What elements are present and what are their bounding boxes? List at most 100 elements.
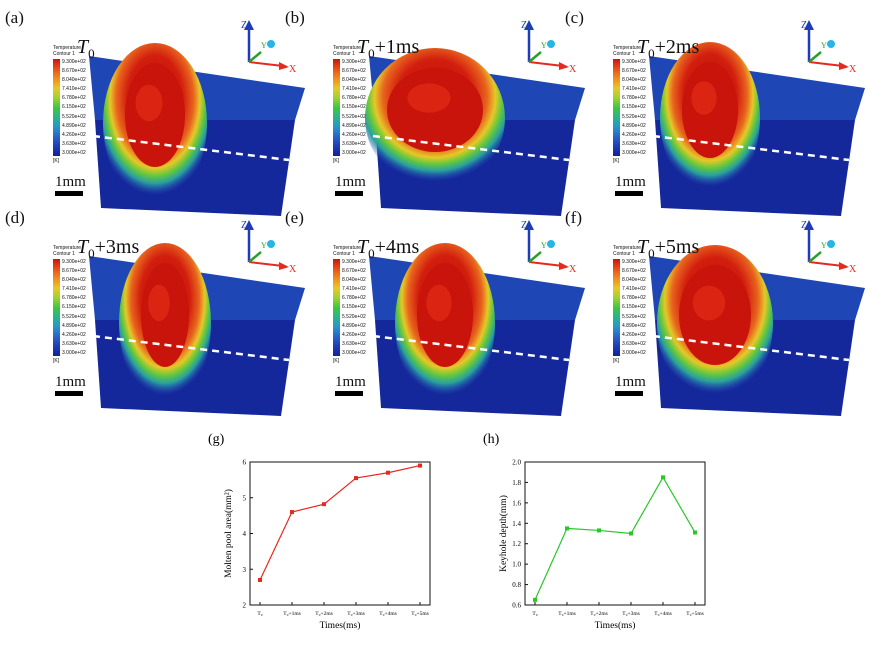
data-point — [629, 531, 633, 536]
legend-tick: 8.670e+02 — [62, 68, 86, 75]
time-label: T0+2ms — [637, 36, 700, 61]
legend-tick: 4.890e+02 — [342, 122, 366, 129]
legend-tick: 8.040e+02 — [342, 77, 366, 84]
temperature-block — [89, 243, 305, 416]
legend-tick: 6.150e+02 — [622, 304, 646, 311]
scale-bar: 1mm — [615, 374, 646, 396]
svg-text:X: X — [289, 64, 297, 74]
legend-tick: 3.630e+02 — [342, 140, 366, 147]
legend-tick: 9.300e+02 — [622, 59, 646, 65]
scale-bar: 1mm — [55, 374, 86, 396]
legend-tick: 7.410e+02 — [342, 286, 366, 293]
panel-label: (c) — [565, 8, 584, 27]
axes-triad-icon: Z Y X — [801, 220, 857, 274]
y-axis-label: Molten pool area(mm²) — [223, 489, 234, 578]
data-point — [354, 476, 358, 481]
simulation-panel: (e) T0+4ms Temperature Contour 1 9.300e+… — [285, 208, 585, 418]
plot-frame — [249, 461, 431, 606]
legend-tick: 3.000e+02 — [342, 149, 366, 156]
legend-tick: 4.890e+02 — [342, 322, 366, 329]
axes-triad-icon: Z Y X — [241, 220, 297, 274]
legend-tick: 4.260e+02 — [342, 131, 366, 138]
temperature-legend: Temperature Contour 1 9.300e+02 8.670e+02… — [53, 245, 86, 364]
legend-tick: 8.040e+02 — [622, 77, 646, 84]
legend-tick: 6.150e+02 — [342, 104, 366, 111]
svg-text:Y: Y — [541, 41, 547, 50]
data-point — [693, 530, 697, 535]
legend-tick: 7.410e+02 — [62, 286, 86, 293]
legend-tick: 9.300e+02 — [62, 259, 86, 265]
legend-tick: 8.040e+02 — [622, 277, 646, 284]
legend-tick: 4.890e+02 — [62, 322, 86, 329]
x-tick-label: T₀ — [257, 611, 262, 617]
scale-label: 1mm — [335, 374, 366, 390]
legend-tick: 6.780e+02 — [622, 95, 646, 102]
series-line — [259, 464, 421, 581]
y-tick-label: 6 — [243, 459, 247, 467]
temperature-block — [89, 43, 305, 216]
data-point — [322, 502, 326, 507]
svg-text:Y: Y — [541, 241, 547, 250]
axes-triad-icon: Z Y X — [801, 20, 857, 74]
scale-bar: 1mm — [335, 174, 366, 196]
x-tick-label: T₀+2ms — [590, 611, 608, 617]
y-axis-label: Keyhole depth(mm) — [498, 495, 509, 572]
data-point — [258, 577, 262, 582]
svg-text:Z: Z — [521, 220, 527, 231]
legend-tick: 5.520e+02 — [62, 113, 86, 120]
temperature-legend: Temperature Contour 1 9.300e+02 8.670e+02… — [333, 245, 366, 364]
data-point — [597, 528, 601, 533]
x-tick-label: T₀+4ms — [379, 611, 397, 617]
legend-tick: 6.150e+02 — [342, 304, 366, 311]
legend-tick: 6.150e+02 — [62, 104, 86, 111]
svg-text:Z: Z — [241, 220, 247, 231]
x-axis-label: Times(ms) — [595, 620, 636, 631]
legend-tick: 8.040e+02 — [62, 77, 86, 84]
simulation-panel: (a) T0 Temperature Contour 1 9.300e+02 8.… — [5, 8, 305, 218]
scale-label: 1mm — [335, 174, 366, 190]
legend-tick: 5.520e+02 — [622, 313, 646, 320]
legend-tick: 3.630e+02 — [62, 340, 86, 347]
legend-tick: 8.670e+02 — [622, 268, 646, 275]
color-bar — [53, 259, 60, 356]
legend-tick: 7.410e+02 — [622, 286, 646, 293]
x-tick-label: T₀ — [532, 611, 537, 617]
svg-text:X: X — [289, 264, 297, 274]
legend-tick: 5.520e+02 — [342, 313, 366, 320]
series-line — [534, 476, 696, 601]
panel-label: (b) — [285, 8, 305, 27]
legend-tick: 4.260e+02 — [622, 331, 646, 338]
color-bar — [613, 59, 620, 156]
legend-tick: 6.150e+02 — [622, 104, 646, 111]
y-tick-label: 1.6 — [512, 499, 521, 507]
y-tick-label: 1.0 — [512, 561, 521, 569]
x-tick-label: T₀+5ms — [686, 611, 704, 617]
time-label: T0+5ms — [637, 236, 700, 261]
data-point — [386, 470, 390, 475]
y-tick-label: 1.8 — [512, 479, 521, 487]
svg-text:Y: Y — [261, 41, 267, 50]
svg-text:X: X — [849, 64, 857, 74]
color-bar — [613, 259, 620, 356]
scale-bar: 1mm — [615, 174, 646, 196]
scale-bar: 1mm — [335, 374, 366, 396]
legend-tick: 8.040e+02 — [342, 277, 366, 284]
legend-tick: 3.630e+02 — [62, 140, 86, 147]
scale-label: 1mm — [615, 374, 646, 390]
legend-tick: 3.000e+02 — [622, 349, 646, 356]
svg-text:Y: Y — [821, 241, 827, 250]
axes-triad-icon: Z Y X — [241, 20, 297, 74]
legend-tick: 7.410e+02 — [622, 86, 646, 93]
temperature-block — [365, 48, 585, 216]
y-tick-label: 2 — [243, 602, 247, 610]
x-tick-label: T₀+1ms — [283, 611, 301, 617]
data-point — [290, 510, 294, 515]
legend-tick: 3.000e+02 — [62, 349, 86, 356]
temperature-legend: Temperature Contour 1 9.300e+02 8.670e+02… — [613, 45, 646, 164]
legend-tick: 4.890e+02 — [622, 322, 646, 329]
legend-tick: 4.890e+02 — [622, 122, 646, 129]
legend-tick: 3.630e+02 — [622, 140, 646, 147]
svg-text:X: X — [569, 64, 577, 74]
y-tick-label: 2.0 — [512, 459, 521, 467]
svg-text:Y: Y — [821, 41, 827, 50]
